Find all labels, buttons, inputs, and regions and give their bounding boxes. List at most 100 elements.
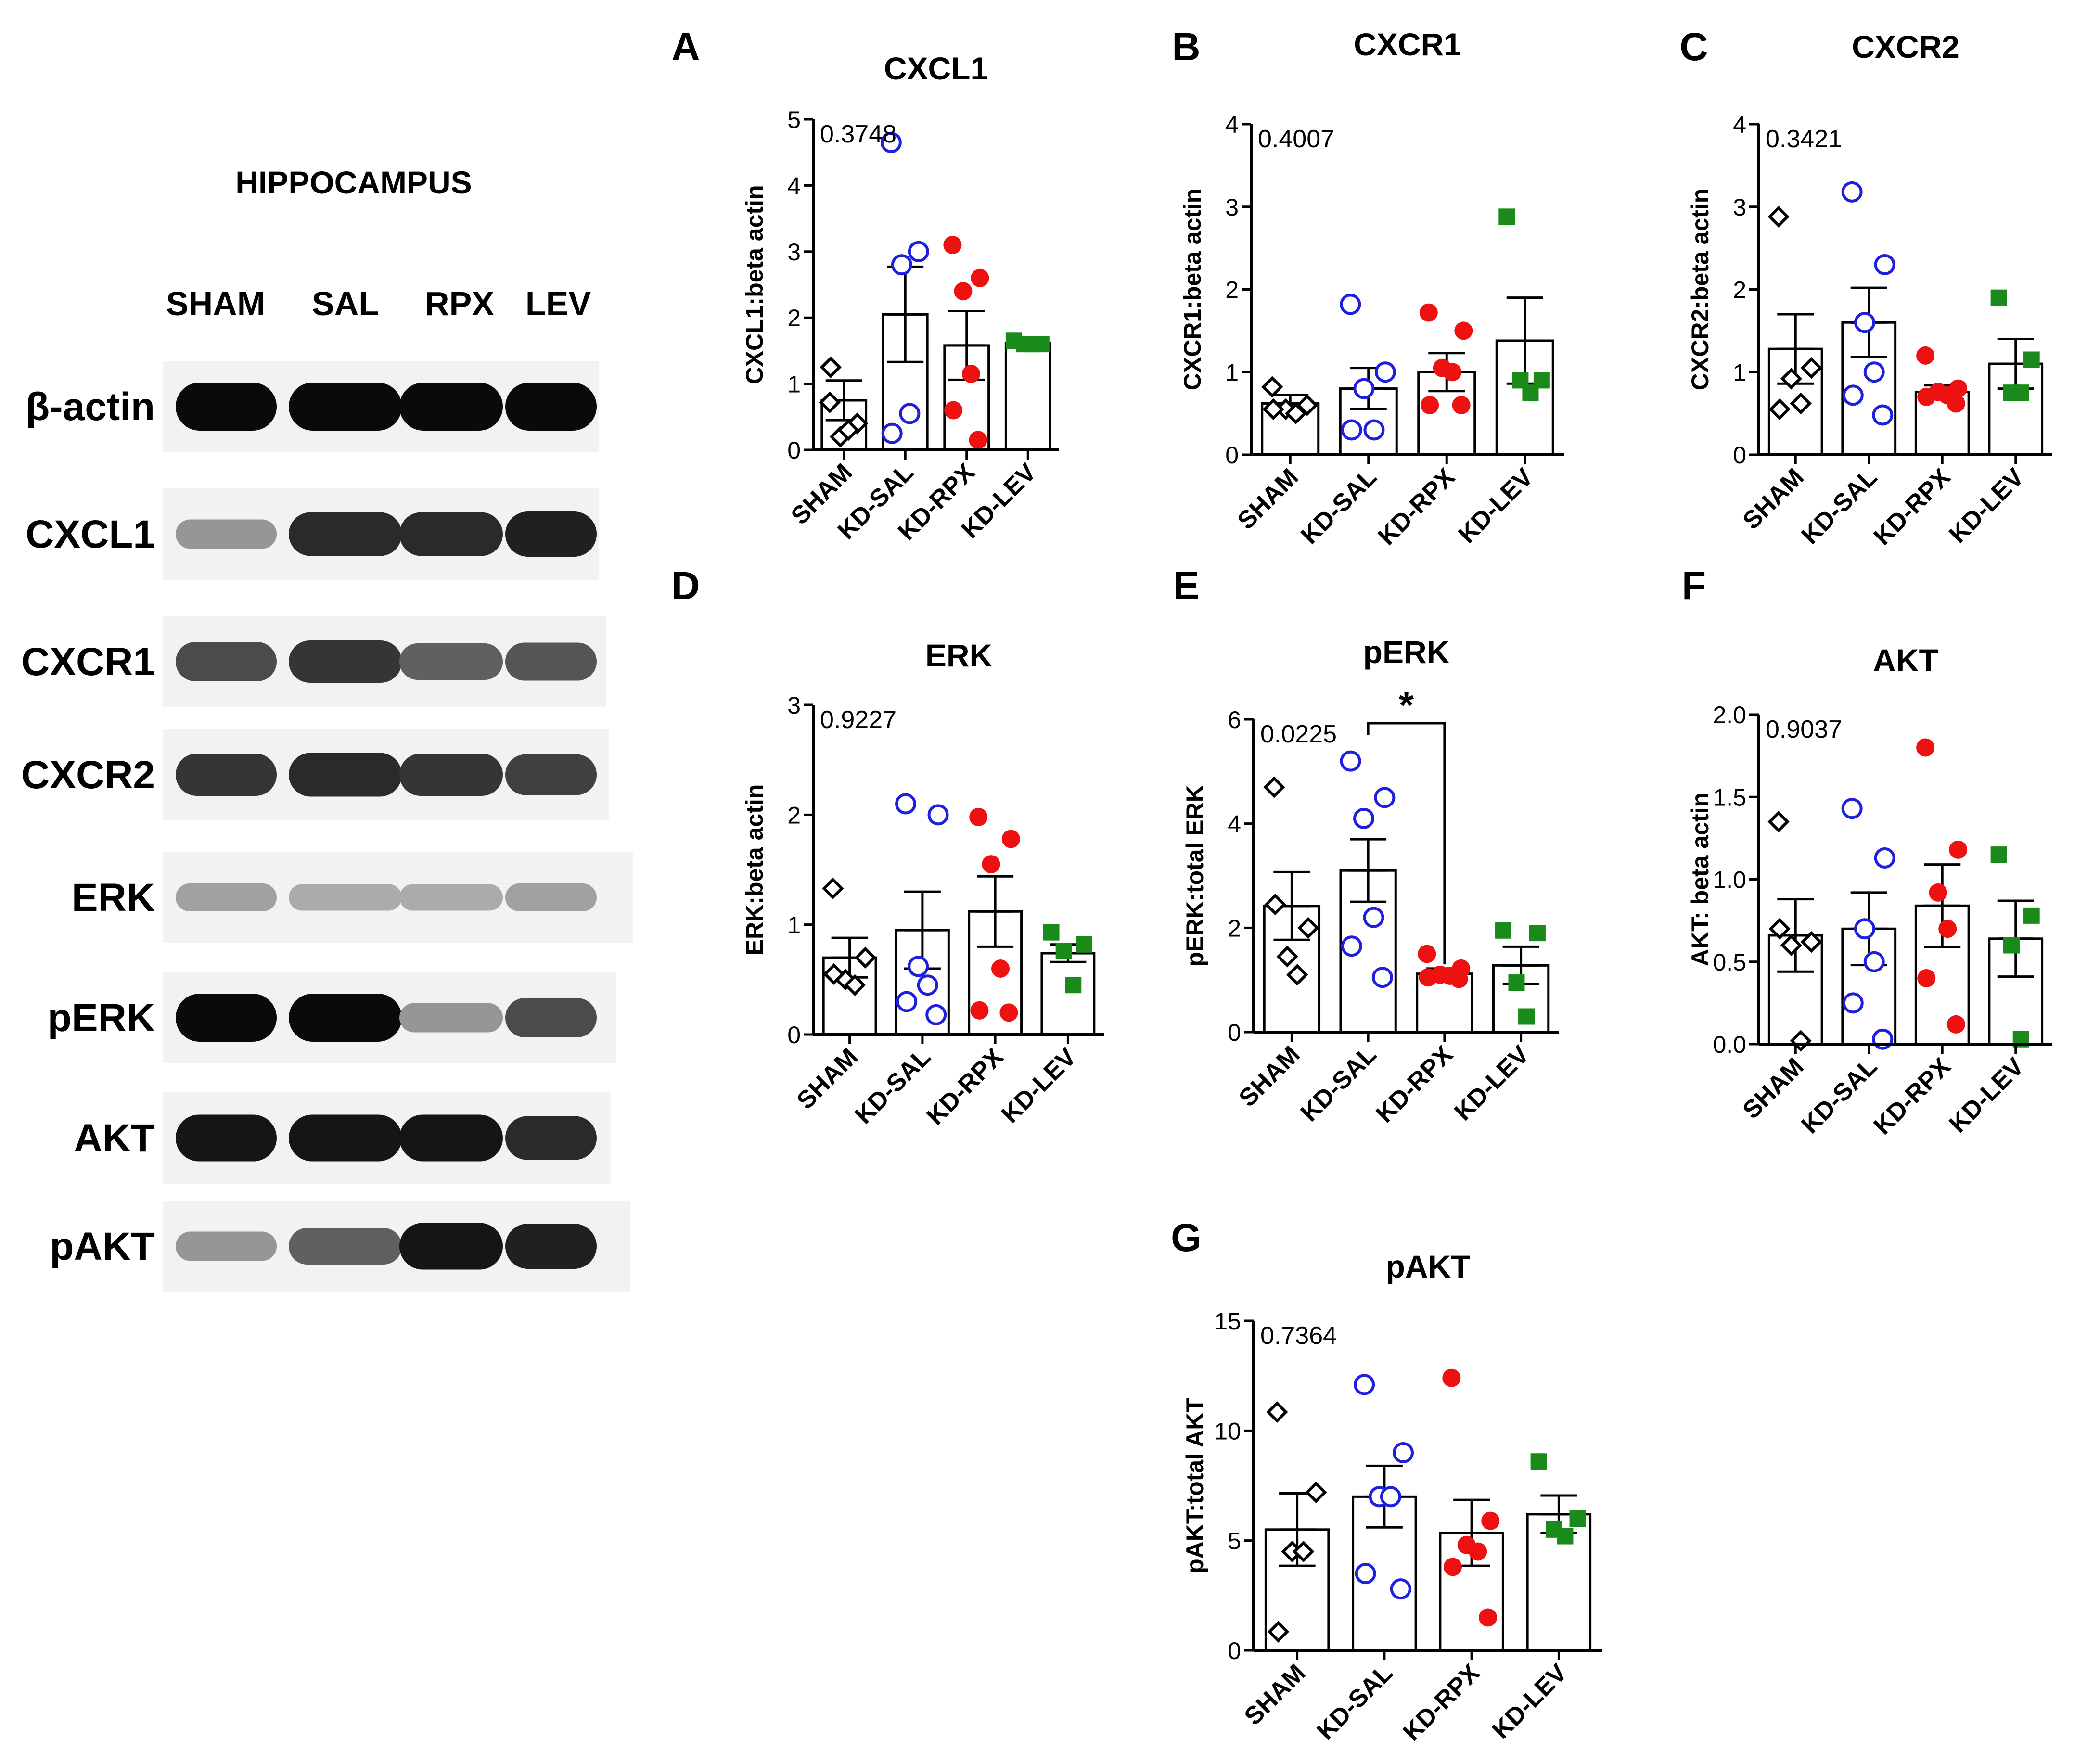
data-point-square [1518, 1008, 1535, 1025]
blot-row-label: CXCR2 [21, 753, 155, 797]
blot-band [176, 383, 277, 431]
data-point-diamond [1264, 893, 1286, 916]
data-point-filled-circle [1001, 830, 1020, 848]
data-point-diamond [820, 356, 842, 378]
data-point-filled-circle [1917, 969, 1936, 987]
blot-title: HIPPOCAMPUS [235, 165, 472, 200]
data-point-open-circle [896, 991, 918, 1012]
blot-band [399, 1223, 503, 1270]
x-tick-label: SHAM [1737, 1052, 1809, 1124]
data-point-open-circle [881, 422, 903, 444]
bar-kd-lev [1004, 341, 1051, 451]
x-tick-label: KD-RPX [1869, 1052, 1956, 1140]
data-point-diamond [1768, 398, 1791, 421]
data-point-filled-circle [1938, 920, 1957, 938]
data-point-filled-circle [1479, 1608, 1498, 1627]
blot-row-label: pAKT [50, 1225, 155, 1268]
data-point-open-circle [1363, 419, 1385, 441]
y-tick-label: 6 [1228, 706, 1241, 733]
data-point-square [1043, 924, 1060, 941]
data-point-square [1076, 936, 1092, 953]
data-point-filled-circle [969, 431, 987, 449]
data-point-square [1024, 336, 1041, 353]
significance-bracket [1367, 722, 1446, 965]
y-tick-label: 3 [787, 239, 801, 266]
data-point-open-circle [1380, 1486, 1401, 1508]
y-tick-label: 1 [1733, 359, 1746, 386]
data-point-open-circle [908, 956, 929, 977]
data-point-open-circle [1363, 907, 1384, 928]
data-point-square [1990, 846, 2007, 863]
p-value: 0.9037 [1766, 716, 1842, 743]
data-point-square [1498, 208, 1515, 225]
data-point-filled-circle [999, 1003, 1018, 1022]
blot-band [505, 383, 597, 431]
data-point-filled-circle [1946, 394, 1965, 413]
blot-band [289, 383, 402, 431]
y-tick-label: 2 [1225, 277, 1239, 304]
data-point-filled-circle [971, 268, 989, 287]
data-point-diamond [822, 877, 844, 899]
data-point-open-circle [908, 241, 929, 262]
y-tick-label: 3 [1225, 194, 1239, 221]
blot-band [399, 884, 503, 911]
data-point-diamond [1266, 1401, 1288, 1423]
data-point-filled-circle [1442, 1368, 1461, 1387]
data-point-open-circle [1854, 918, 1875, 940]
y-axis-label: pERK:total ERK [1181, 785, 1208, 967]
y-tick-label: 0.0 [1713, 1031, 1746, 1058]
x-tick-label: KD-RPX [1370, 1040, 1458, 1128]
data-point-open-circle [1842, 992, 1864, 1014]
data-point-open-circle [1872, 1028, 1894, 1050]
y-tick-label: 1 [787, 371, 801, 398]
x-tick-label: SHAM [1232, 463, 1304, 535]
data-point-filled-circle [1419, 968, 1437, 987]
data-point-filled-circle [1419, 303, 1438, 322]
blot-band [505, 883, 597, 911]
data-point-filled-circle [1469, 1542, 1487, 1561]
y-tick-label: 2 [1733, 277, 1746, 304]
y-tick-label: 0 [787, 437, 801, 464]
data-point-open-circle [891, 254, 912, 276]
data-point-filled-circle [961, 364, 980, 383]
data-point-open-circle [895, 793, 917, 815]
data-point-filled-circle [1443, 363, 1461, 382]
data-point-open-circle [1874, 847, 1895, 869]
blot-band [399, 754, 503, 796]
blot-row-label: β-actin [26, 385, 155, 429]
blot-row-actin: β-actin [26, 361, 599, 452]
y-tick-label: 15 [1214, 1308, 1241, 1335]
data-point-filled-circle [954, 282, 973, 301]
error-bar [977, 875, 1014, 948]
data-point-diamond [1297, 917, 1319, 939]
data-point-diamond [823, 963, 845, 985]
panel-letter: F [1682, 564, 1706, 608]
data-point-filled-circle [969, 807, 988, 826]
lane-label-rpx: RPX [425, 285, 494, 322]
blot-band [399, 1003, 503, 1033]
chart-a: A CXCL1012345SHAMKD-SALKD-RPXKD-LEVCXCL1:… [671, 25, 1059, 546]
data-point-diamond [1768, 918, 1791, 940]
x-tick-label: KD-SAL [1295, 463, 1382, 550]
data-point-open-circle [1374, 361, 1396, 383]
data-point-filled-circle [1917, 387, 1936, 406]
blot-band [289, 884, 402, 911]
data-point-filled-circle [944, 401, 963, 420]
error-bar [1350, 838, 1387, 903]
data-point-diamond [844, 974, 866, 996]
y-tick-label: 0 [1225, 442, 1239, 469]
data-point-open-circle [1841, 181, 1863, 203]
data-point-open-circle [1353, 378, 1375, 399]
p-value: 0.7364 [1260, 1322, 1337, 1350]
y-axis-label: CXCR2:beta actin [1687, 189, 1714, 391]
x-tick-label: KD-RPX [1398, 1659, 1485, 1746]
data-point-square [1055, 943, 1072, 959]
data-point-diamond [1800, 357, 1822, 379]
data-point-diamond [1800, 931, 1822, 953]
y-tick-label: 1.5 [1713, 784, 1746, 811]
